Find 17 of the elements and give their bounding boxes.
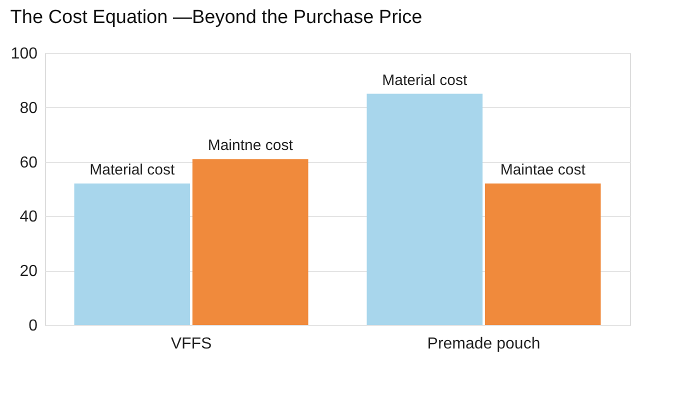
bar: [192, 159, 308, 325]
annotation: Material cost: [90, 162, 176, 179]
y-tick-label: 80: [20, 100, 38, 117]
annotation: Maintae cost: [500, 162, 586, 179]
x-tick-label: Premade pouch: [427, 336, 540, 352]
annotation: Material cost: [382, 72, 468, 89]
bar: [484, 184, 601, 325]
y-tick-label: 40: [20, 208, 38, 226]
bar: [366, 94, 483, 325]
bar: [74, 184, 190, 325]
chart-title: The Cost Equation —Beyond the Purchase Price: [10, 7, 422, 28]
y-tick-label: 20: [20, 263, 38, 280]
y-tick-label: 60: [20, 154, 38, 172]
annotation: Maintne cost: [208, 137, 294, 154]
y-tick-label: 0: [28, 318, 38, 334]
y-tick-label: 100: [10, 46, 38, 62]
x-tick-label: VFFS: [170, 336, 212, 352]
